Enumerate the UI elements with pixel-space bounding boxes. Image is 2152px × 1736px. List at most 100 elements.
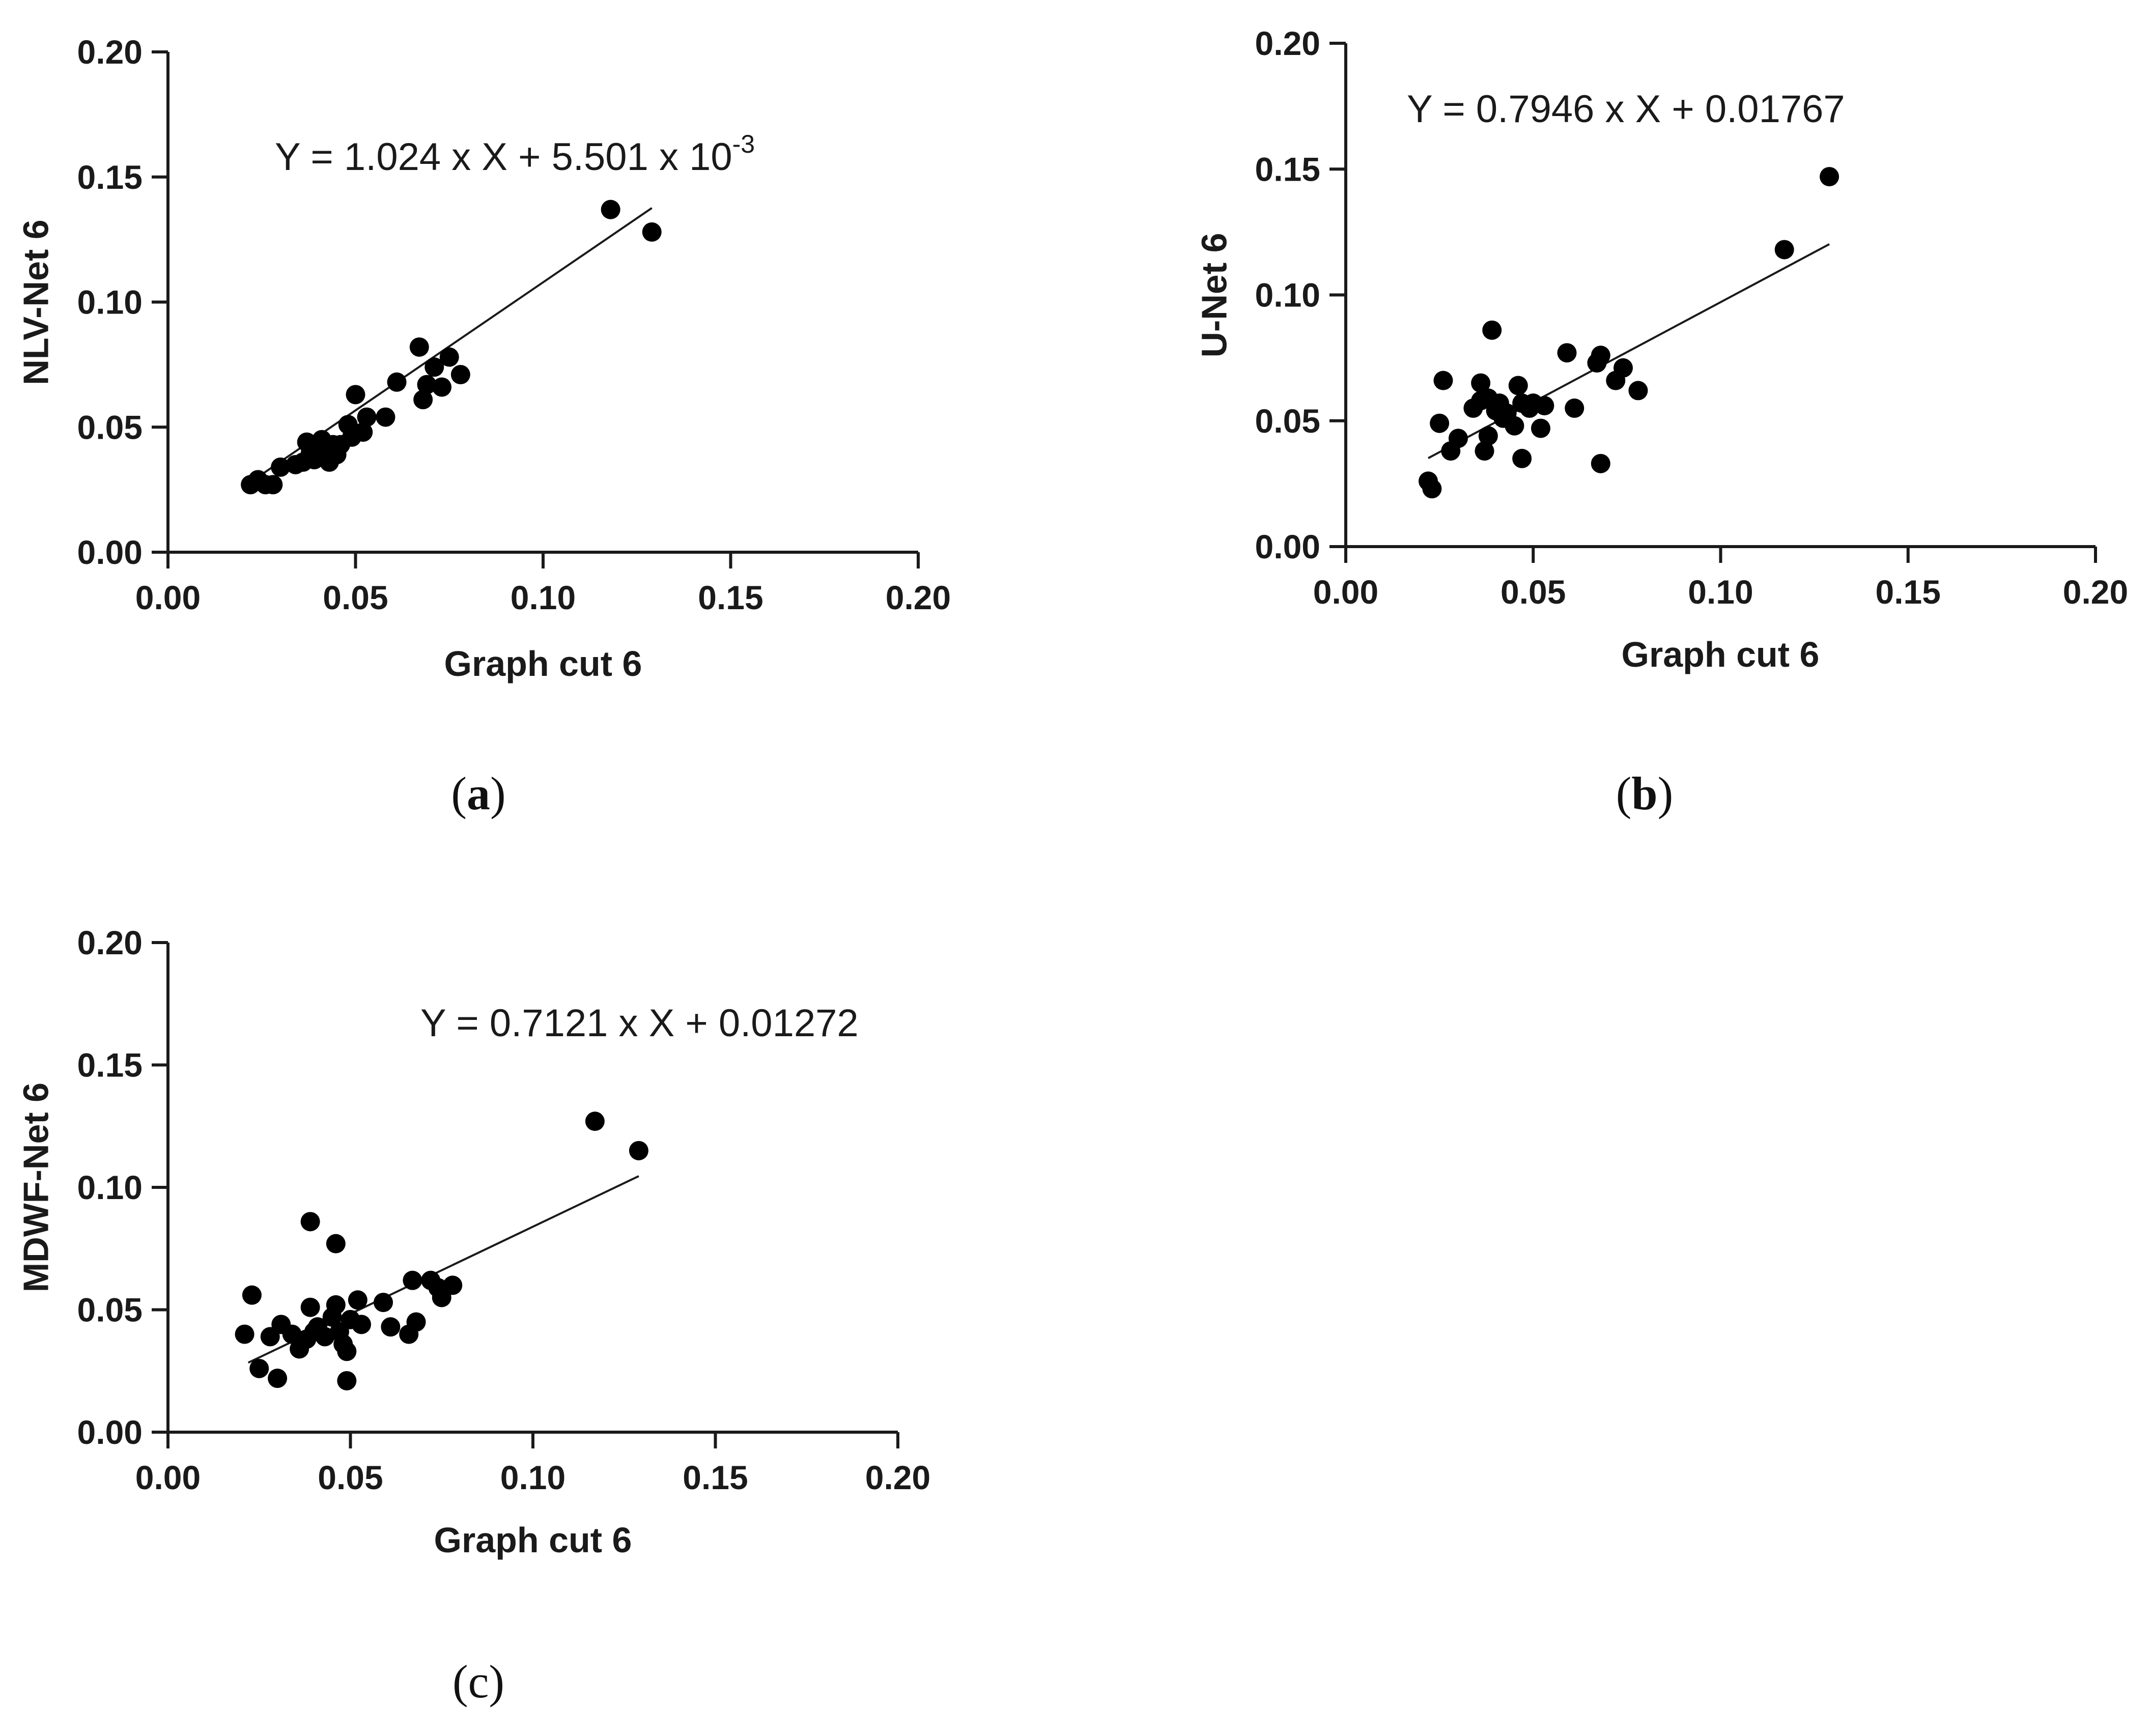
x-tick-label: 0.20 <box>886 579 951 616</box>
x-tick-label: 0.10 <box>500 1459 565 1496</box>
panel-label-letter: a <box>467 767 490 819</box>
data-point <box>1531 418 1550 438</box>
data-point <box>271 457 291 477</box>
data-point <box>268 1369 288 1388</box>
x-tick-label: 0.15 <box>698 579 763 616</box>
data-point <box>417 375 437 394</box>
y-tick-label: 0.10 <box>1255 276 1320 314</box>
data-point <box>1475 441 1494 461</box>
data-point <box>300 1212 320 1232</box>
panel-label: (b) <box>1616 767 1673 819</box>
data-point <box>357 407 377 427</box>
y-tick-label: 0.15 <box>77 1046 143 1084</box>
data-point <box>387 372 407 392</box>
data-point <box>346 385 365 405</box>
data-point <box>1613 358 1633 378</box>
panel-label: (c) <box>452 1656 504 1707</box>
data-point <box>376 407 395 427</box>
data-point <box>374 1293 393 1313</box>
y-tick-label: 0.15 <box>77 158 143 196</box>
x-axis-title: Graph cut 6 <box>444 644 642 684</box>
data-point <box>326 1295 346 1315</box>
y-axis-title: NLV-Net 6 <box>16 219 56 385</box>
y-tick-label: 0.10 <box>77 1169 143 1206</box>
y-tick-label: 0.05 <box>1255 402 1320 440</box>
data-point <box>1774 240 1794 260</box>
x-tick-label: 0.10 <box>1688 573 1753 611</box>
chart-panel-a: 0.00 0.05 0.10 0.15 0.20 0.00 0.05 0.10 0.15 0.20… <box>16 33 951 819</box>
data-point <box>1422 479 1442 499</box>
equation-main: Y = 0.7946 x X + 0.01767 <box>1407 88 1845 131</box>
regression-line <box>1428 243 1830 459</box>
panel-label-paren: ( <box>1616 767 1632 819</box>
y-tick-label: 0.15 <box>1255 150 1320 188</box>
data-point <box>1512 448 1532 468</box>
panel-label-letter: b <box>1631 767 1657 819</box>
x-tick-label: 0.15 <box>1876 573 1941 611</box>
equation-main: Y = 0.7121 x X + 0.01272 <box>420 1002 859 1045</box>
y-tick-label: 0.20 <box>77 33 143 71</box>
x-axis-title: Graph cut 6 <box>1622 635 1820 674</box>
data-point <box>337 1342 357 1361</box>
data-point <box>1628 381 1648 401</box>
data-point <box>406 1312 426 1332</box>
data-point <box>242 1285 262 1305</box>
data-point <box>1482 320 1502 340</box>
x-tick-label: 0.05 <box>323 579 388 616</box>
y-axis-title: MDWF-Net 6 <box>16 1083 56 1292</box>
data-point <box>381 1317 401 1337</box>
data-point <box>1535 396 1554 416</box>
x-tick-label: 0.20 <box>865 1459 930 1496</box>
y-tick-label: 0.20 <box>77 924 143 961</box>
y-tick-label: 0.05 <box>77 408 143 446</box>
data-point <box>1478 426 1498 446</box>
data-point <box>585 1112 605 1131</box>
data-point <box>1471 373 1491 393</box>
x-tick-label: 0.00 <box>135 579 201 616</box>
panel-label: (a) <box>451 767 505 819</box>
data-point <box>443 1275 463 1295</box>
x-tick-label: 0.00 <box>135 1459 201 1496</box>
panel-label-paren: ) <box>1658 767 1674 819</box>
regression-equation: Y = 0.7946 x X + 0.01767 <box>1407 88 1845 131</box>
y-tick-label: 0.05 <box>77 1291 143 1329</box>
y-tick-label: 0.00 <box>1255 528 1320 565</box>
chart-panel-c: 0.00 0.05 0.10 0.15 0.20 0.00 0.05 0.10 0.15 0.20… <box>16 924 931 1707</box>
data-point <box>337 1371 357 1390</box>
x-tick-label: 0.05 <box>318 1459 383 1496</box>
regression-equation: Y = 1.024 x X + 5.501 x 10-3 <box>275 130 755 179</box>
data-point <box>403 1270 422 1290</box>
y-tick-label: 0.00 <box>77 533 143 571</box>
data-point <box>1448 429 1468 448</box>
data-point <box>1508 376 1528 395</box>
x-tick-label: 0.05 <box>1500 573 1566 611</box>
y-tick-label: 0.20 <box>1255 24 1320 62</box>
chart-panel-b: 0.00 0.05 0.10 0.15 0.20 0.00 0.05 0.10 0.15 0.20… <box>1195 24 2129 819</box>
data-point <box>629 1141 648 1160</box>
data-point <box>300 1297 320 1317</box>
equation-exponent: -3 <box>732 130 755 158</box>
x-axis-title: Graph cut 6 <box>434 1520 632 1560</box>
data-point <box>348 1290 367 1310</box>
data-point <box>642 222 662 242</box>
equation-main: Y = 1.024 x X + 5.501 x 10 <box>275 135 732 179</box>
data-point <box>439 347 459 367</box>
y-axis-title: U-Net 6 <box>1195 233 1234 357</box>
data-point <box>424 357 444 377</box>
data-point <box>315 1327 335 1347</box>
panel-label-paren: ( <box>452 1656 468 1707</box>
data-point <box>1820 167 1839 187</box>
data-point <box>282 1324 302 1344</box>
data-point <box>249 1358 269 1378</box>
data-point <box>235 1324 254 1344</box>
data-point <box>413 390 433 410</box>
data-point <box>1430 413 1450 433</box>
data-point <box>353 422 373 442</box>
data-point <box>432 377 452 397</box>
x-tick-label: 0.10 <box>511 579 576 616</box>
regression-equation: Y = 0.7121 x X + 0.01272 <box>420 1002 859 1045</box>
panel-label-letter: c <box>468 1656 489 1707</box>
data-point <box>326 1234 346 1254</box>
data-point <box>1433 371 1453 390</box>
